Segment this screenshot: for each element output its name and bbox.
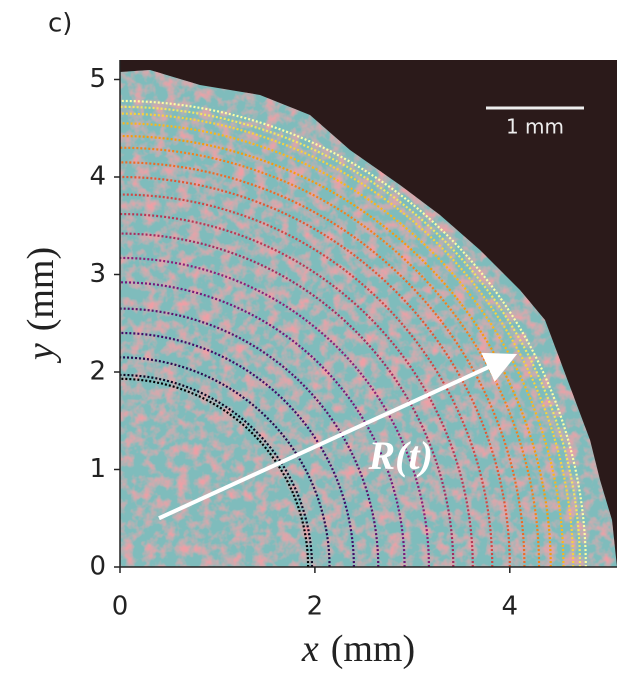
front-arc [120,212,474,567]
front-arc [120,232,455,567]
x-axis-label: x (mm) [301,628,415,670]
front-arc [120,161,526,567]
y-axis-unit: (mm) [20,247,62,331]
front-arc [120,256,431,567]
x-tick-label: 0 [112,592,129,622]
x-tick-label: 4 [502,592,519,622]
x-axis-unit: (mm) [331,628,415,670]
panel-label: c) [48,9,72,39]
annotation: R(t) [368,433,433,478]
front-arc [120,105,582,567]
y-tick-label: 0 [89,552,106,582]
front-arc [120,122,565,567]
y-tick-label: 4 [89,162,106,192]
y-tick-label: 5 [89,64,106,94]
colony [120,70,617,567]
scale-bar-label: 1 mm [506,115,564,139]
y-tick-label: 3 [89,259,106,289]
plot-image [120,60,617,567]
front-arc [120,193,494,567]
front-arc [120,112,575,567]
x-axis-symbol: x [301,628,319,670]
front-arc [120,356,331,567]
front-arc [120,99,587,567]
y-tick-label: 1 [89,454,106,484]
front-arc [120,331,355,567]
front-arc [120,146,541,567]
y-axis-label: y (mm) [20,247,62,364]
y-tick-label: 2 [89,357,106,387]
x-tick-label: 2 [307,592,324,622]
front-arc [120,377,310,567]
front-arc [120,134,552,567]
arrow [158,352,518,521]
y-axis-symbol: y [20,343,62,364]
front-arc [120,175,511,567]
front-arc [120,281,406,567]
